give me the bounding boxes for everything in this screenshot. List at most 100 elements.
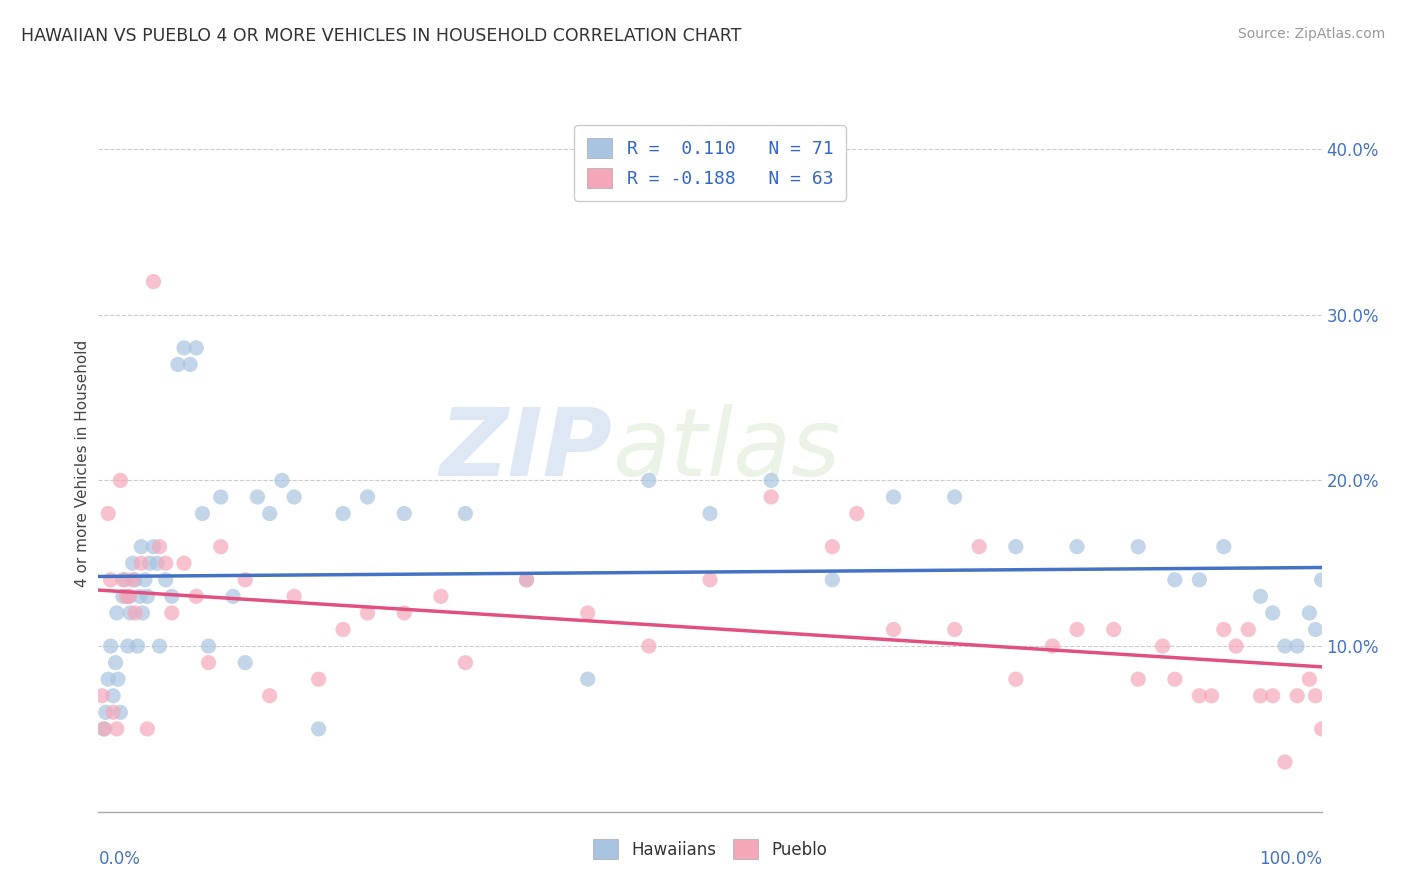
Point [1164, 672, 1187, 686]
Point [1225, 639, 1247, 653]
Point [1188, 573, 1211, 587]
Point [191, 507, 214, 521]
Point [1286, 639, 1309, 653]
Point [576, 606, 599, 620]
Point [356, 490, 378, 504]
Point [845, 507, 868, 521]
Point [516, 573, 538, 587]
Point [1152, 639, 1174, 653]
Point [121, 573, 143, 587]
Point [283, 590, 305, 604]
Point [1066, 540, 1088, 554]
Point [173, 341, 195, 355]
Point [110, 474, 132, 488]
Point [699, 573, 721, 587]
Point [1310, 573, 1333, 587]
Point [259, 689, 281, 703]
Point [430, 590, 453, 604]
Point [155, 556, 177, 570]
Point [209, 540, 232, 554]
Point [118, 590, 141, 604]
Point [392, 606, 416, 620]
Point [259, 507, 281, 521]
Point [1237, 623, 1260, 637]
Point [104, 656, 127, 670]
Point [883, 490, 905, 504]
Point [127, 639, 149, 653]
Point [1188, 689, 1211, 703]
Point [308, 722, 330, 736]
Point [967, 540, 990, 554]
Text: 100.0%: 100.0% [1258, 850, 1322, 868]
Point [179, 358, 201, 372]
Text: HAWAIIAN VS PUEBLO 4 OR MORE VEHICLES IN HOUSEHOLD CORRELATION CHART: HAWAIIAN VS PUEBLO 4 OR MORE VEHICLES IN… [21, 27, 741, 45]
Point [821, 540, 844, 554]
Point [105, 722, 128, 736]
Point [270, 474, 294, 488]
Point [761, 474, 783, 488]
Point [233, 573, 256, 587]
Point [91, 689, 114, 703]
Point [129, 590, 152, 604]
Point [149, 540, 172, 554]
Point [197, 656, 219, 670]
Point [101, 689, 124, 703]
Point [124, 573, 146, 587]
Point [1128, 540, 1150, 554]
Point [118, 590, 141, 604]
Point [129, 540, 152, 554]
Point [761, 490, 783, 504]
Point [1212, 540, 1234, 554]
Point [120, 606, 142, 620]
Point [186, 341, 208, 355]
Point [111, 590, 134, 604]
Point [308, 672, 330, 686]
Point [1201, 689, 1223, 703]
Point [160, 606, 183, 620]
Point [1250, 689, 1272, 703]
Point [97, 507, 120, 521]
Point [155, 573, 177, 587]
Point [93, 722, 115, 736]
Point [142, 540, 165, 554]
Text: 0.0%: 0.0% [98, 850, 141, 868]
Point [129, 556, 152, 570]
Y-axis label: 4 or more Vehicles in Household: 4 or more Vehicles in Household [75, 340, 90, 588]
Point [105, 606, 128, 620]
Point [233, 656, 256, 670]
Point [1261, 606, 1284, 620]
Point [638, 639, 661, 653]
Point [1286, 689, 1309, 703]
Point [100, 639, 122, 653]
Point [1274, 755, 1296, 769]
Point [136, 722, 159, 736]
Point [638, 474, 661, 488]
Point [821, 573, 844, 587]
Point [97, 672, 120, 686]
Point [516, 573, 538, 587]
Point [1305, 689, 1327, 703]
Point [142, 275, 165, 289]
Point [173, 556, 195, 570]
Point [209, 490, 232, 504]
Point [134, 573, 156, 587]
Point [107, 672, 129, 686]
Point [100, 573, 122, 587]
Point [167, 358, 190, 372]
Point [1066, 623, 1088, 637]
Point [197, 639, 219, 653]
Point [160, 590, 183, 604]
Point [101, 706, 124, 720]
Point [943, 490, 966, 504]
Point [1102, 623, 1125, 637]
Point [1250, 590, 1272, 604]
Point [1310, 722, 1333, 736]
Point [131, 606, 153, 620]
Point [1305, 623, 1327, 637]
Point [454, 507, 477, 521]
Point [114, 573, 136, 587]
Point [1004, 672, 1026, 686]
Point [94, 706, 117, 720]
Point [186, 590, 208, 604]
Point [146, 556, 169, 570]
